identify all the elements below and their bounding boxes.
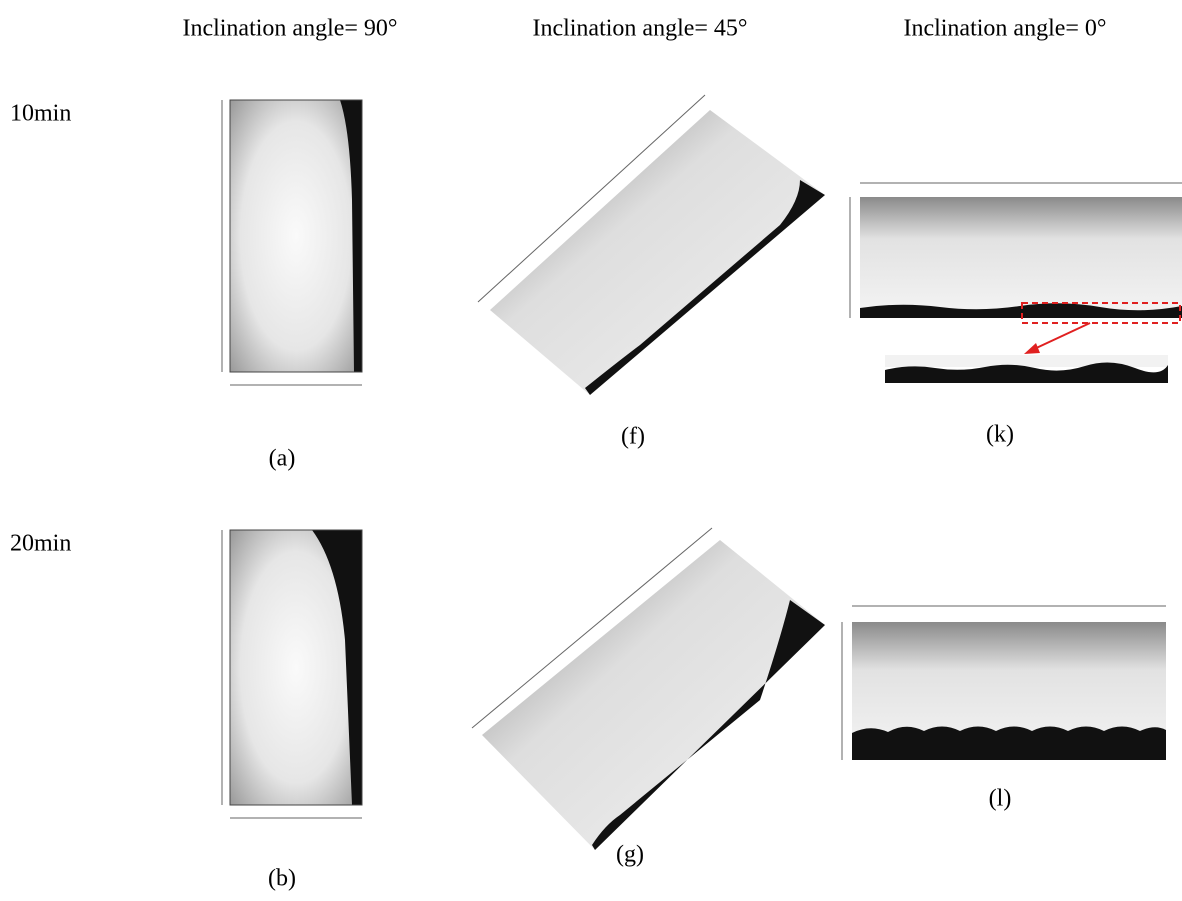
panel-label: (l) <box>989 786 1012 812</box>
figure: Inclination angle= 90° Inclination angle… <box>0 0 1182 901</box>
column-header: Inclination angle= 0° <box>903 16 1106 42</box>
panel-label: (f) <box>621 424 645 450</box>
photo-b <box>222 530 362 818</box>
photo-f <box>478 95 825 395</box>
column-header: Inclination angle= 90° <box>182 16 397 42</box>
panel-label: (b) <box>268 866 296 892</box>
panel-label: (g) <box>616 842 644 868</box>
photo-k <box>850 183 1182 383</box>
row-label: 10min <box>10 101 71 127</box>
photo-g <box>472 528 825 850</box>
photo-l <box>842 606 1166 760</box>
column-header: Inclination angle= 45° <box>532 16 747 42</box>
panel-label: (a) <box>269 446 296 472</box>
panel-label: (k) <box>986 422 1014 448</box>
photo-a <box>222 100 362 385</box>
row-label: 20min <box>10 531 71 557</box>
